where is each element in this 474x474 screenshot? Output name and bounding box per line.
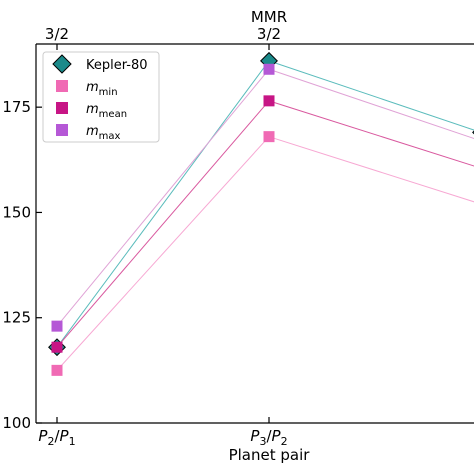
data-point-m-mean-2 bbox=[263, 95, 275, 107]
legend-label-kepler-80: Kepler-80 bbox=[86, 58, 147, 73]
data-point-m-min-1 bbox=[51, 364, 63, 376]
legend-marker-kepler-80 bbox=[52, 54, 72, 74]
x-tick-label: P3/P2 bbox=[250, 427, 287, 448]
top-tick-label: 3/2 bbox=[257, 25, 281, 43]
top-axis-title: MMR bbox=[251, 8, 287, 26]
top-tick-label: 3/2 bbox=[45, 25, 69, 43]
data-point-m-max-1 bbox=[51, 320, 63, 332]
y-tick-label: 175 bbox=[2, 98, 31, 116]
y-tick-label: 150 bbox=[2, 203, 31, 221]
y-axis-ticks: 100 125 150 175 bbox=[2, 98, 42, 432]
legend-label-m-min: mmin bbox=[86, 80, 118, 98]
legend-marker-m-mean bbox=[56, 102, 68, 114]
y-tick-label: 125 bbox=[2, 309, 31, 327]
legend-marker-m-min bbox=[56, 80, 68, 92]
x-tick-label: P2/P1 bbox=[38, 427, 75, 448]
legend-label-m-max: mmax bbox=[86, 124, 121, 142]
series-markers bbox=[48, 51, 474, 376]
data-point-m-mean-1 bbox=[51, 341, 63, 353]
data-point-m-max-2 bbox=[263, 63, 275, 75]
legend-label-m-mean: mmean bbox=[86, 102, 127, 120]
legend-marker-m-max bbox=[56, 124, 68, 136]
y-tick-label: 100 bbox=[2, 414, 31, 432]
legend: Kepler-80 mmin mmean mmax bbox=[42, 51, 160, 143]
x-axis-title: Planet pair bbox=[229, 446, 311, 464]
top-axis-ticks: 3/2 3/2 bbox=[45, 25, 281, 50]
data-point-m-min-2 bbox=[263, 131, 275, 143]
series-line-m-min bbox=[56, 136, 474, 371]
legend-frame bbox=[42, 51, 160, 143]
